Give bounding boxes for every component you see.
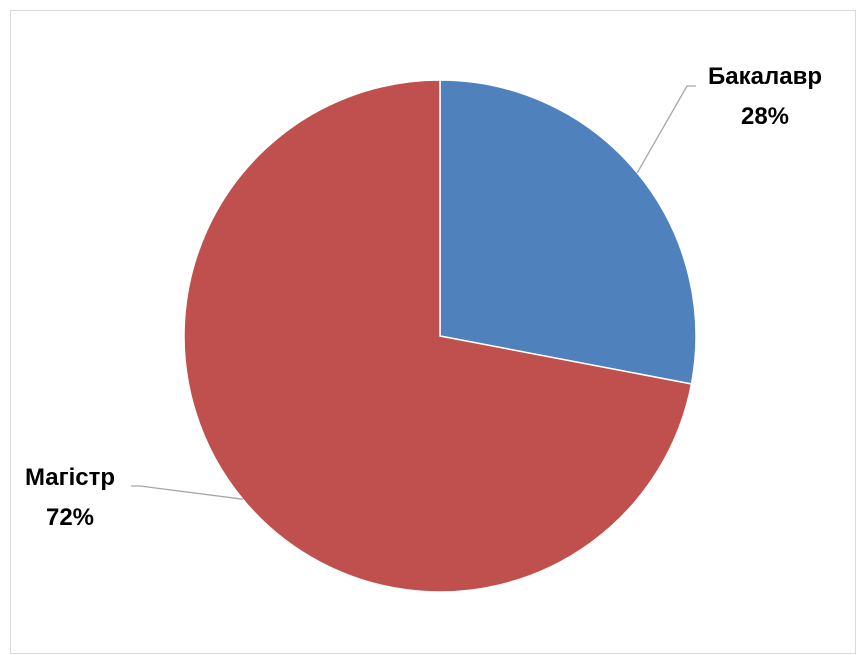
leader-line-0 [636, 85, 696, 174]
leader-lines [131, 85, 696, 500]
pie-slice-1 [183, 79, 693, 593]
slice-category-label-bakalavr: Бакалавр [708, 63, 822, 90]
slice-value-label-bakalavr: 28% [741, 103, 789, 130]
leader-line-1 [131, 485, 243, 500]
slice-category-label-magistr: Магістр [25, 464, 115, 491]
pie-slice-0 [439, 79, 697, 385]
slice-value-label-magistr: 72% [46, 504, 94, 531]
pie-slices [183, 79, 697, 593]
